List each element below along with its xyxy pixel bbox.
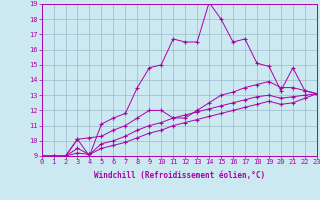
X-axis label: Windchill (Refroidissement éolien,°C): Windchill (Refroidissement éolien,°C) bbox=[94, 171, 265, 180]
